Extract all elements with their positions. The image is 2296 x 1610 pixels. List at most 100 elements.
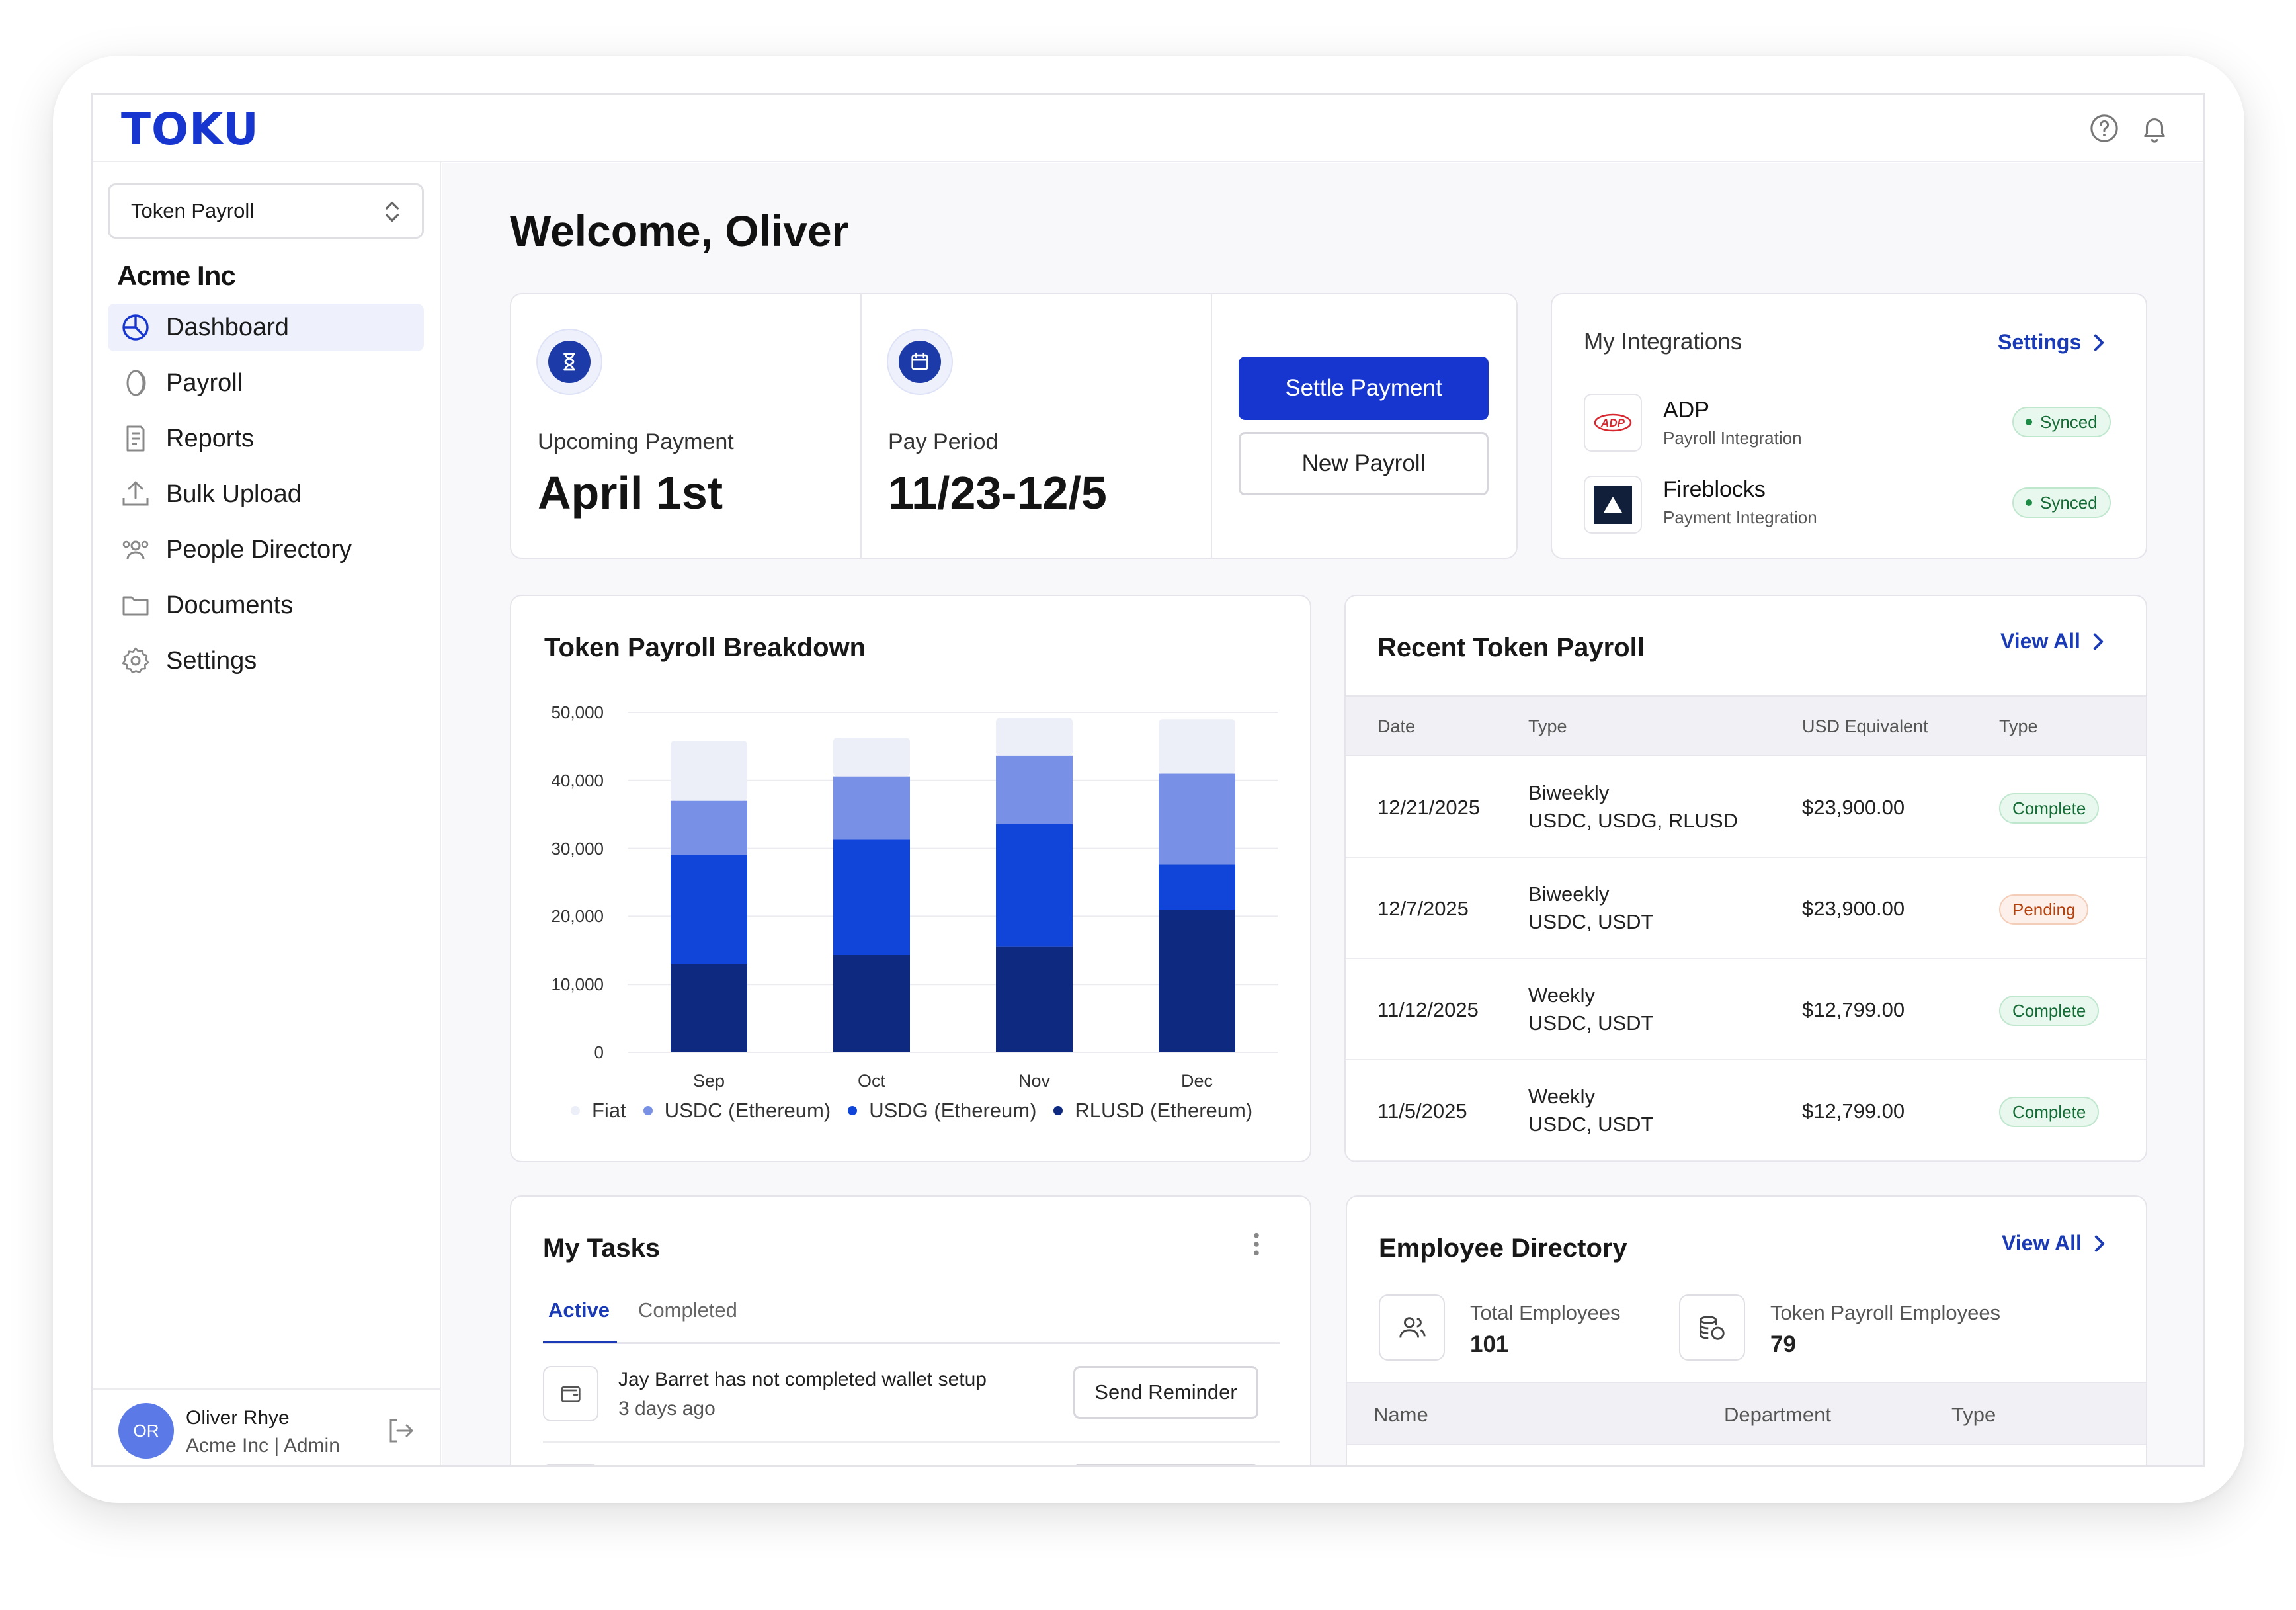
avatar[interactable]: OR: [118, 1403, 174, 1459]
bar-segment-oct-1[interactable]: [833, 839, 910, 955]
row-date: 11/12/2025: [1377, 998, 1479, 1021]
integrations-title: My Integrations: [1584, 329, 1742, 355]
table-row[interactable]: 12/21/2025 Biweekly USDC, USDG, RLUSD $23,9…: [1346, 757, 2146, 858]
bar-segment-oct-3[interactable]: [833, 738, 910, 777]
chevron-right-icon: [2094, 334, 2104, 351]
tab-active-indicator: [543, 1341, 617, 1343]
bar-segment-nov-0[interactable]: [996, 946, 1073, 1052]
status-badge: Synced: [2012, 487, 2111, 518]
table-row[interactable]: 12/7/2025 Biweekly USDC, USDT $23,900.00 Pen…: [1346, 859, 2146, 959]
sidebar-item-label: People Directory: [166, 535, 352, 564]
sidebar-item-reports[interactable]: Reports: [108, 415, 424, 462]
table-header: Date Type USD Equivalent Type: [1346, 695, 2146, 756]
integration-name: Fireblocks: [1663, 477, 1766, 502]
bar-segment-nov-1[interactable]: [996, 824, 1073, 947]
status-badge: Complete: [1999, 1097, 2100, 1127]
send-reminder-button[interactable]: Send Reminder: [1073, 1366, 1258, 1419]
col-date: Date: [1377, 716, 1416, 736]
recent-payroll-title: Recent Token Payroll: [1377, 633, 1645, 662]
y-tick-label: 30,000: [551, 838, 604, 859]
status-badge: Complete: [1999, 793, 2100, 824]
bar-segment-sep-2[interactable]: [671, 800, 747, 855]
product-select-value: Token Payroll: [131, 199, 255, 222]
org-name: Acme Inc: [117, 260, 236, 291]
x-tick-label: Oct: [858, 1071, 886, 1091]
bar-segment-sep-0[interactable]: [671, 964, 747, 1052]
sidebar-item-bulk-upload[interactable]: Bulk Upload: [108, 470, 424, 518]
payment-summary-card: Upcoming Payment April 1st Pay Period 11…: [510, 293, 1518, 559]
toku-logo[interactable]: TOKU: [121, 104, 259, 155]
logout-icon[interactable]: [384, 1415, 416, 1447]
x-tick-label: Nov: [1018, 1071, 1051, 1091]
app-window: TOKU Token Payroll Acme Inc: [91, 93, 2205, 1467]
task-text: Jay Barret has not completed wallet setu…: [618, 1369, 987, 1390]
bar-segment-oct-0[interactable]: [833, 954, 910, 1052]
row-tokens: USDC, USDT: [1528, 1011, 1654, 1035]
sidebar-item-dashboard[interactable]: Dashboard: [108, 304, 424, 351]
integration-name: ADP: [1663, 398, 1709, 423]
adp-logo: ADP: [1584, 394, 1642, 452]
row-frequency: Weekly: [1528, 984, 1596, 1007]
bar-segment-nov-3[interactable]: [996, 718, 1073, 756]
bar-segment-sep-3[interactable]: [671, 741, 747, 801]
product-select[interactable]: Token Payroll: [108, 183, 424, 239]
y-tick-label: 10,000: [551, 974, 604, 995]
table-row[interactable]: 11/12/2025 Weekly USDC, USDT $12,799.00 Comp…: [1346, 960, 2146, 1060]
col-type: Type: [1528, 716, 1567, 736]
bar-segment-oct-2[interactable]: [833, 776, 910, 840]
legend-fiat: Fiat: [571, 1099, 626, 1123]
task-time: 3 days ago: [618, 1398, 716, 1419]
employees-view-all-link[interactable]: View All: [2002, 1231, 2107, 1255]
bar-segment-sep-1[interactable]: [671, 855, 747, 964]
bar-segment-dec-3[interactable]: [1159, 719, 1235, 774]
row-usd: $23,900.00: [1802, 897, 1905, 920]
tab-completed[interactable]: Completed: [638, 1298, 737, 1322]
task-divider: [543, 1441, 1280, 1443]
upcoming-payment-label: Upcoming Payment: [538, 429, 734, 454]
pay-period-label: Pay Period: [888, 429, 999, 454]
tabs-divider: [543, 1342, 1280, 1344]
integrations-settings-link[interactable]: Settings: [1998, 330, 2106, 355]
users-icon: [1379, 1294, 1445, 1361]
col-status: Type: [1999, 716, 2038, 736]
table-row[interactable]: 11/5/2025 Weekly USDC, USDT $12,799.00 Compl…: [1346, 1061, 2146, 1161]
y-tick-label: 20,000: [551, 906, 604, 927]
page-title: Welcome, Oliver: [510, 206, 849, 255]
row-date: 12/7/2025: [1377, 897, 1469, 920]
bar-segment-dec-0[interactable]: [1159, 910, 1235, 1052]
help-icon[interactable]: [2089, 113, 2119, 144]
col-usd: USD Equivalent: [1802, 716, 1928, 736]
sidebar-item-people-directory[interactable]: People Directory: [108, 526, 424, 573]
stacked-bar-chart: Sep Oct Nov Dec: [628, 712, 1278, 1091]
more-vertical-icon[interactable]: [1252, 1231, 1261, 1257]
tab-active[interactable]: Active: [548, 1298, 610, 1322]
row-date: 12/21/2025: [1377, 796, 1481, 819]
settle-payment-button[interactable]: Settle Payment: [1239, 357, 1489, 420]
row-date: 11/5/2025: [1377, 1099, 1467, 1123]
bar-segment-dec-1[interactable]: [1159, 864, 1235, 910]
employee-directory-card: Employee Directory View All Total Employ…: [1346, 1195, 2147, 1465]
sidebar-item-documents[interactable]: Documents: [108, 581, 424, 629]
recent-view-all-link[interactable]: View All: [2000, 629, 2106, 654]
x-tick-label: Sep: [693, 1071, 725, 1091]
view-all-label: View All: [2002, 1231, 2082, 1255]
settings-link-label: Settings: [1998, 330, 2082, 354]
recent-payroll-card: Recent Token Payroll View All Date Type …: [1344, 595, 2147, 1162]
chart-legend: Fiat USDC (Ethereum) USDG (Ethereum) RLU…: [571, 1099, 1270, 1123]
tasks-card: My Tasks Active Completed Jay Barret has…: [510, 1195, 1311, 1465]
row-tokens: USDC, USDT: [1528, 1113, 1654, 1136]
x-tick-label: Dec: [1181, 1071, 1213, 1091]
total-employees-label: Total Employees: [1470, 1301, 1621, 1324]
payroll-breakdown-card: Token Payroll Breakdown 50,000 40,000 30,0…: [510, 595, 1311, 1162]
bar-segment-dec-2[interactable]: [1159, 773, 1235, 865]
token-employees-label: Token Payroll Employees: [1770, 1301, 2001, 1324]
row-tokens: USDC, USDT: [1528, 910, 1654, 933]
bell-icon[interactable]: [2139, 113, 2170, 144]
bar-segment-nov-2[interactable]: [996, 755, 1073, 824]
new-payroll-button[interactable]: New Payroll: [1239, 432, 1489, 495]
task-action-button-partial[interactable]: [1073, 1464, 1258, 1465]
col-type: Type: [1951, 1403, 1996, 1426]
sidebar-item-settings[interactable]: Settings: [108, 637, 424, 685]
sidebar-item-payroll[interactable]: Payroll: [108, 359, 424, 407]
svg-text:ADP: ADP: [1600, 417, 1625, 429]
